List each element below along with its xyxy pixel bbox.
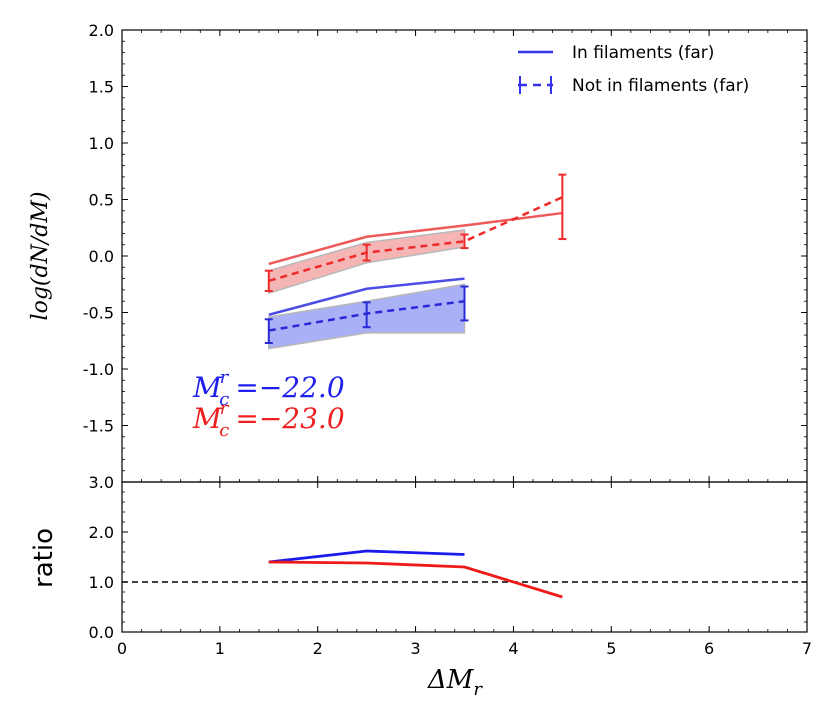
top-y-tick-label: 0.5	[89, 191, 114, 210]
x-tick-label: 0	[117, 639, 127, 658]
x-tick-label: 7	[802, 639, 812, 658]
top-y-tick-label: 1.0	[89, 134, 114, 153]
x-tick-label: 2	[313, 639, 323, 658]
x-tick-label: 1	[215, 639, 225, 658]
legend: In filaments (far) Not in filaments (far…	[518, 43, 749, 96]
top-y-axis-label: log(dN/dM)	[28, 192, 53, 321]
bottom-plot-marks	[122, 549, 807, 599]
top-axis-ticks: 2.0 1.5 1.0 0.5 0.0 -0.5 -1.0 -1.5 3.0	[83, 21, 808, 492]
top-plot-marks	[264, 173, 567, 350]
x-tick-label: 5	[606, 639, 616, 658]
annotation-mc-23: Mr c =−23.0	[192, 398, 345, 441]
top-y-tick-label: 2.0	[89, 21, 114, 40]
confidence-band-3	[268, 229, 466, 295]
series-line-3	[268, 196, 563, 283]
legend-entry-in-filaments: In filaments (far)	[572, 43, 714, 63]
top-y-tick-label: -1.0	[83, 360, 114, 379]
x-tick-label: 4	[508, 639, 518, 658]
series-line-0	[268, 277, 465, 316]
ratio-line-0	[268, 549, 465, 564]
top-y-tick-label: 3.0	[89, 473, 114, 492]
bottom-y-tick-label: 1.0	[89, 573, 114, 592]
bottom-y-tick-label: 0.0	[89, 623, 114, 642]
legend-dashed-errorbar-swatch	[518, 76, 553, 94]
bottom-y-tick-label: 2.0	[89, 523, 114, 542]
top-y-tick-label: 0.0	[89, 247, 114, 266]
x-tick-label: 6	[704, 639, 714, 658]
bottom-panel-frame	[121, 481, 808, 633]
legend-entry-not-in-filaments: Not in filaments (far)	[572, 76, 749, 96]
ratio-line-1	[268, 560, 563, 599]
x-tick-label: 3	[410, 639, 420, 658]
annotation-mc-22: Mr c =−22.0	[192, 367, 345, 410]
bottom-y-axis-label: ratio	[29, 528, 59, 588]
top-y-tick-label: -1.5	[83, 417, 114, 436]
bottom-axis-ticks: 0.0 1.0 2.0 0 1 2 3 4 5 6 7	[89, 481, 812, 658]
top-y-tick-label: -0.5	[83, 304, 114, 323]
x-axis-label: ΔMr	[427, 665, 483, 700]
top-y-tick-label: 1.5	[89, 78, 114, 97]
